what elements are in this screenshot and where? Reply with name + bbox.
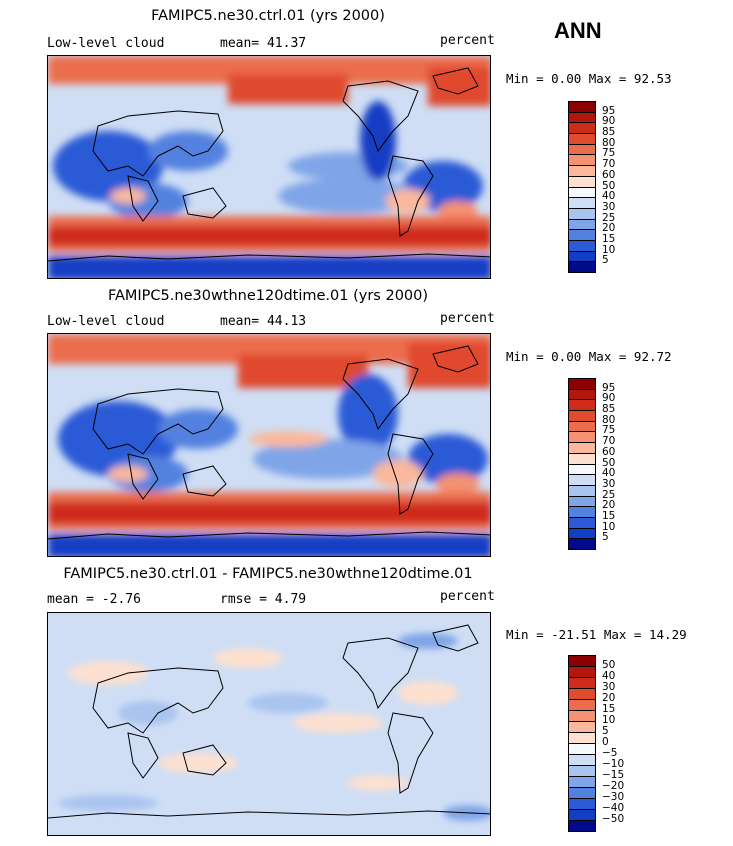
panel-1-min-max: Min = 0.00 Max = 92.53 [506, 71, 672, 86]
colorbar-tick-label: 15 [602, 703, 616, 715]
colorbar-tick-label: 75 [602, 147, 616, 160]
panel-3-mean-label: mean = -2.76 [47, 592, 141, 607]
colorbar-tick-label: 50 [602, 179, 616, 192]
colorbar-tick-label: 30 [602, 681, 616, 693]
panel-3-rmse-label: rmse = 4.79 [220, 592, 307, 607]
colorbar-tick-label: 5 [602, 531, 609, 544]
colorbar-tick-label: 50 [602, 456, 616, 469]
colorbar-tick-label: 40 [602, 467, 616, 480]
panel-2-units-label: percent [440, 311, 495, 326]
colorbar-tick-label: −15 [602, 769, 625, 781]
colorbar-tick-label: −50 [602, 813, 625, 825]
colorbar-tick-label: 15 [602, 509, 616, 522]
panel-1-variable-label: Low-level cloud [47, 36, 165, 51]
panel-2-title: FAMIPC5.ne30wthne120dtime.01 (yrs 2000) [107, 288, 429, 304]
colorbar-tick-label: 70 [602, 435, 616, 448]
colorbar-tick-label: 20 [602, 222, 616, 235]
colorbar-tick-label: 0 [602, 736, 609, 748]
panel-1-map [47, 55, 491, 279]
colorbar-tick-label: 80 [602, 136, 616, 149]
colorbar-swatch [568, 820, 596, 832]
colorbar-tick-label: −5 [602, 747, 618, 759]
colorbar-tick-label: 20 [602, 692, 616, 704]
panel-2-map [47, 333, 491, 557]
colorbar-swatch [568, 261, 596, 273]
panel-2-mean-label: mean= 44.13 [220, 314, 307, 329]
colorbar-tick-label: 75 [602, 424, 616, 437]
colorbar-tick-label: 25 [602, 488, 616, 501]
panel-3-colorbar: 50 40 30 20 15 10 5 0 −5 −10 −15 −20 −30 −40 −50 [568, 655, 624, 832]
colorbar-tick-label: 30 [602, 477, 616, 490]
colorbar-tick-label: 50 [602, 659, 616, 671]
colorbar-tick-label: −10 [602, 758, 625, 770]
panel-2-variable-label: Low-level cloud [47, 314, 165, 329]
colorbar-tick-label: 5 [602, 725, 609, 737]
panel-3-map [47, 612, 491, 836]
season-label: ANN [554, 18, 602, 43]
colorbar-tick-label: 60 [602, 445, 616, 458]
panel-1-map-svg [48, 56, 490, 278]
colorbar-tick-label: 10 [602, 714, 616, 726]
colorbar-tick-label: 90 [602, 392, 616, 405]
colorbar-tick-label: 10 [602, 520, 616, 533]
colorbar-tick-label: 80 [602, 413, 616, 426]
panel-2-min-max: Min = 0.00 Max = 92.72 [506, 349, 672, 364]
colorbar-swatch [568, 538, 596, 550]
colorbar-tick-label: 10 [602, 243, 616, 256]
colorbar-tick-label: −20 [602, 780, 625, 792]
colorbar-tick-label: 40 [602, 670, 616, 682]
colorbar-tick-label: 95 [602, 381, 616, 394]
panel-1-colorbar: 95 90 85 80 75 70 60 50 40 30 25 20 15 10 5 [568, 101, 615, 273]
colorbar-tick-label: −30 [602, 791, 625, 803]
colorbar-tick-label: 60 [602, 168, 616, 181]
colorbar-tick-label: 85 [602, 126, 616, 139]
colorbar-tick-label: 25 [602, 211, 616, 224]
colorbar-tick-label: 85 [602, 403, 616, 416]
colorbar-tick-label: 70 [602, 158, 616, 171]
panel-1-mean-label: mean= 41.37 [220, 36, 307, 51]
panel-1-units-label: percent [440, 33, 495, 48]
panel-3-map-svg [48, 613, 490, 835]
colorbar-tick-label: 15 [602, 232, 616, 245]
panel-2-colorbar: 95 90 85 80 75 70 60 50 40 30 25 20 15 10 5 [568, 378, 615, 550]
panel-3-min-max: Min = -21.51 Max = 14.29 [506, 627, 687, 642]
colorbar-tick-label: 40 [602, 190, 616, 203]
colorbar-tick-label: −40 [602, 802, 625, 814]
panel-2-map-svg [48, 334, 490, 556]
panel-3-title: FAMIPC5.ne30.ctrl.01 - FAMIPC5.ne30wthne… [63, 566, 473, 582]
panel-3-units-label: percent [440, 589, 495, 604]
colorbar-tick-label: 95 [602, 104, 616, 117]
colorbar-tick-label: 30 [602, 200, 616, 213]
panel-1-title: FAMIPC5.ne30.ctrl.01 (yrs 2000) [151, 8, 385, 24]
colorbar-tick-label: 20 [602, 499, 616, 512]
colorbar-tick-label: 90 [602, 115, 616, 128]
colorbar-tick-label: 5 [602, 254, 609, 267]
